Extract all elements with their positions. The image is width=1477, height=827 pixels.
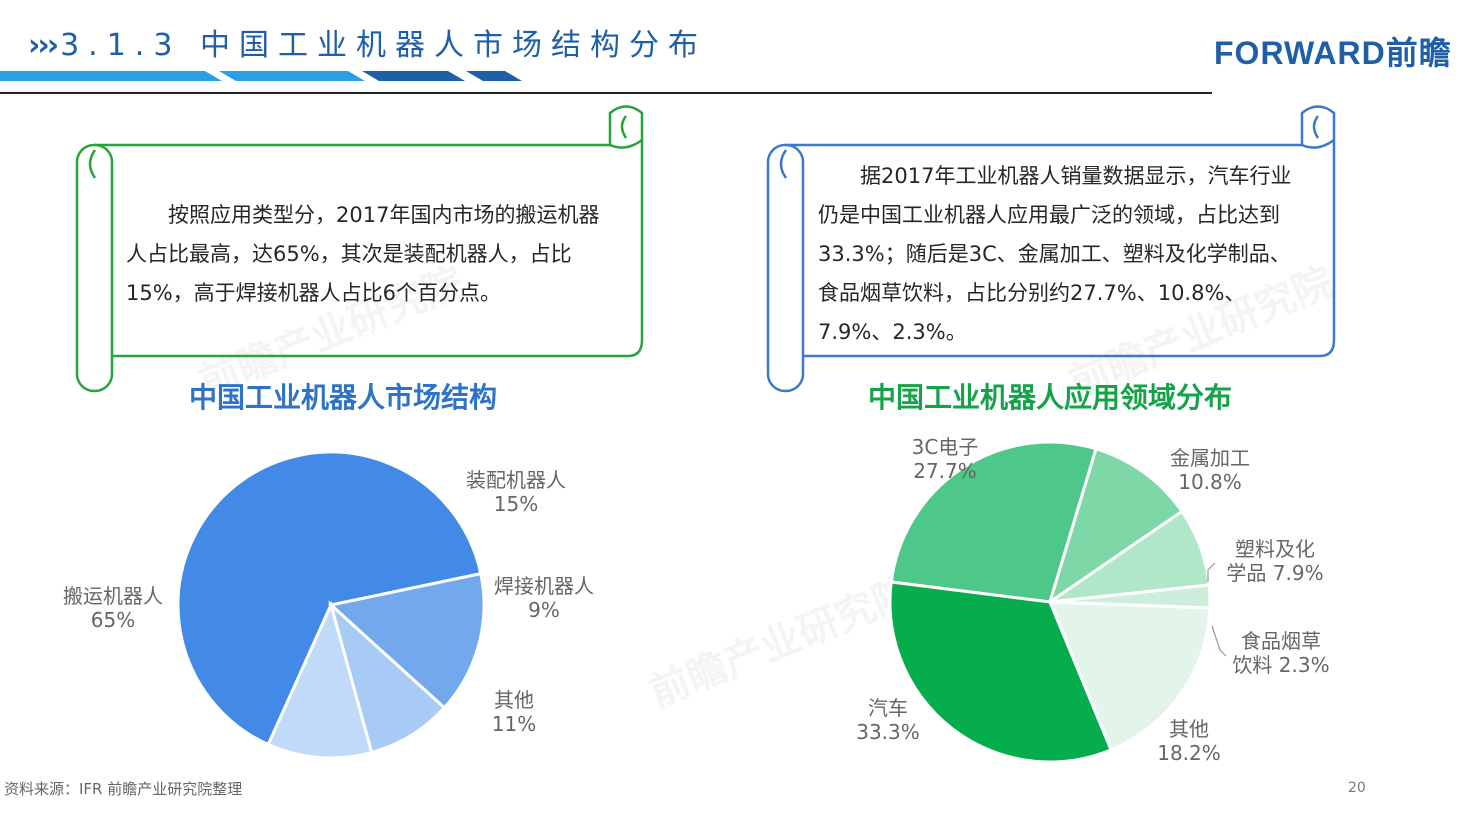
slice-category-label: 搬运机器人 [63,584,163,608]
slice-value-label: 18.2% [1157,741,1221,765]
forward-logo: FORWARD前瞻 [1214,35,1452,71]
pie-slice [328,600,447,755]
source-note: 资料来源：IFR 前瞻产业研究院整理 [4,780,243,798]
section-title: ››› 3.1.3 中国工业机器人市场结构分布 [28,20,707,64]
pie-slice [176,450,483,747]
slice-category-label: 其他 [1169,717,1209,741]
slice-category-label: 焊接机器人 [494,574,594,598]
pie-slice [1047,600,1212,752]
slice-category-label: 食品烟草 [1241,629,1321,653]
section-title-text: 3.1.3 中国工业机器人市场结构分布 [60,28,707,63]
slice-value-label: 饮料 2.3% [1232,653,1329,677]
pie-slice [889,440,1098,604]
pie-slice [888,580,1114,764]
slice-value-label: 33.3% [856,720,920,744]
pie-slice [327,571,486,710]
slice-value-label: 65% [91,608,135,632]
pie-slice [1047,446,1184,606]
pie-slice [266,600,374,760]
right-card-text: 据2017年工业机器人销量数据显示，汽车行业仍是中国工业机器人应用最广泛的领域，… [818,164,1292,344]
slice-category-label: 金属加工 [1170,446,1250,470]
slice-value-label: 学品 7.9% [1226,561,1323,585]
slice-label: 食品烟草饮料 2.3% [1211,625,1330,677]
leader-line [1211,625,1227,657]
right-scroll-frame [766,105,1336,393]
slice-category-label: 塑料及化 [1235,537,1315,561]
slice-category-label: 装配机器人 [466,468,566,492]
page-number: 20 [1348,780,1366,796]
right-chart-title: 中国工业机器人应用领域分布 [868,381,1233,414]
slice-value-label: 15% [494,492,538,516]
slice-value-label: 11% [492,712,536,736]
left-scroll-frame [75,105,644,393]
scroll-frames [75,105,1336,393]
slice-category-label: 汽车 [868,696,908,720]
header-rule [0,92,1212,94]
left-chart-title: 中国工业机器人市场结构 [189,381,498,414]
left-card-text: 按照应用类型分，2017年国内市场的搬运机器人占比最高，达65%，其次是装配机器… [126,203,600,305]
leader-line [1207,562,1216,582]
slice-category-label: 其他 [494,688,534,712]
header-stripes [0,71,522,81]
chevrons-icon: ››› [28,28,59,63]
slice-category-label: 3C电子 [912,435,979,459]
slice-value-label: 9% [528,598,560,622]
slice-value-label: 27.7% [913,459,977,483]
slice-value-label: 10.8% [1178,470,1242,494]
